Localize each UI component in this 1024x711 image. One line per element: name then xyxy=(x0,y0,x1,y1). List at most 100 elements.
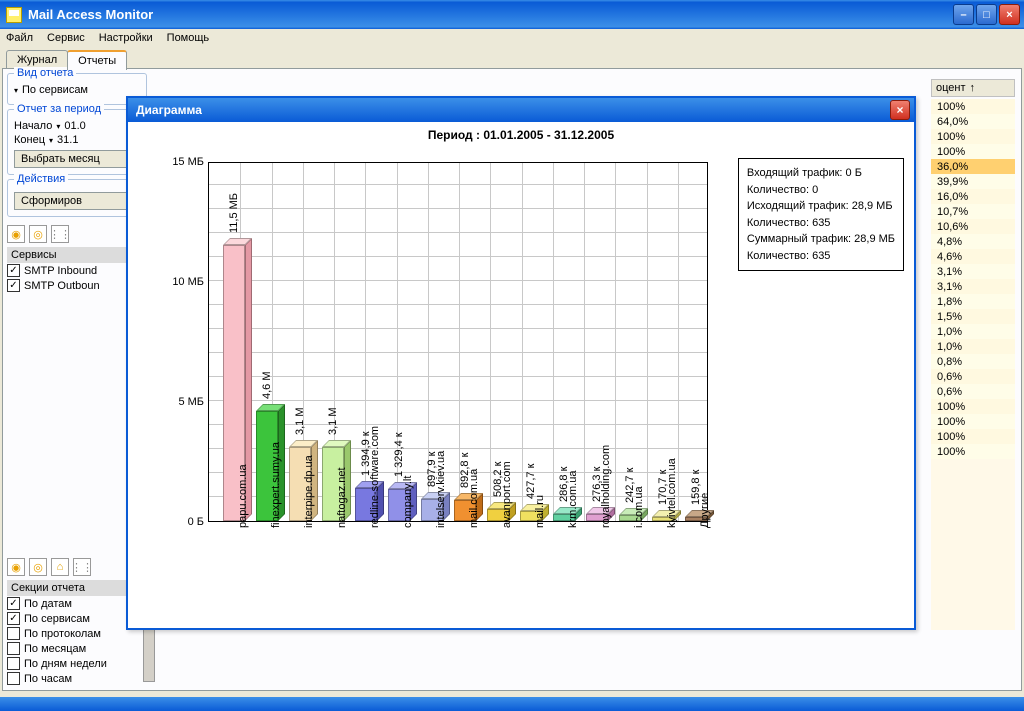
checkbox[interactable]: ✓ xyxy=(7,612,20,625)
x-tick-label: Другие xyxy=(699,493,711,528)
percent-row[interactable]: 100% xyxy=(931,99,1015,114)
x-tick-label: avanport.com xyxy=(501,461,513,528)
checkbox[interactable] xyxy=(7,627,20,640)
x-tick-label: royalholding.com xyxy=(600,445,612,528)
chart-plot: 11,5 МБ4,6 М3,1 М3,1 М1 394,9 к1 329,4 к… xyxy=(208,162,708,522)
menu-settings[interactable]: Настройки xyxy=(99,32,153,44)
y-tick-label: 10 МБ xyxy=(168,276,204,288)
section-item[interactable]: По дням недели xyxy=(24,658,107,670)
taskbar xyxy=(0,697,1024,711)
x-tick-label: i.com.ua xyxy=(633,486,645,528)
period-start-label: Начало xyxy=(14,120,52,132)
percent-row[interactable]: 1,8% xyxy=(931,294,1015,309)
percent-row[interactable]: 16,0% xyxy=(931,189,1015,204)
app-icon xyxy=(6,7,22,23)
y-tick-label: 5 МБ xyxy=(168,396,204,408)
percent-row[interactable]: 100% xyxy=(931,414,1015,429)
bar-value-label: 3,1 М xyxy=(294,407,306,435)
toolbar-icon[interactable]: ◎ xyxy=(29,225,47,243)
section-item[interactable]: По сервисам xyxy=(24,613,90,625)
service-item[interactable]: SMTP Inbound xyxy=(24,265,97,277)
legend-line: Количество: 0 xyxy=(747,182,895,199)
menu-file[interactable]: Файл xyxy=(6,32,33,44)
percent-row[interactable]: 10,7% xyxy=(931,204,1015,219)
toolbar-icon[interactable]: ⋮⋮ xyxy=(73,558,91,576)
close-button[interactable]: × xyxy=(999,4,1020,25)
menu-help[interactable]: Помощь xyxy=(167,32,210,44)
percent-row[interactable]: 100% xyxy=(931,429,1015,444)
x-tick-label: kyivtel.com.ua xyxy=(666,458,678,528)
checkbox[interactable] xyxy=(7,657,20,670)
toolbar-icon[interactable]: ◉ xyxy=(7,558,25,576)
percent-column-header[interactable]: оцент ↑ xyxy=(931,79,1015,97)
dropdown-icon[interactable]: ▾ xyxy=(56,122,60,131)
checkbox[interactable]: ✓ xyxy=(7,597,20,610)
percent-row[interactable]: 3,1% xyxy=(931,264,1015,279)
chart-legend: Входящий трафик: 0 Б Количество: 0 Исход… xyxy=(738,158,904,271)
dialog-close-button[interactable]: × xyxy=(890,100,910,120)
x-tick-label: redline-software.com xyxy=(369,426,381,528)
tab-reports[interactable]: Отчеты xyxy=(67,50,127,70)
percent-row[interactable]: 10,6% xyxy=(931,219,1015,234)
section-item[interactable]: По месяцам xyxy=(24,643,86,655)
menu-service[interactable]: Сервис xyxy=(47,32,85,44)
percent-row[interactable]: 100% xyxy=(931,129,1015,144)
percent-row[interactable]: 3,1% xyxy=(931,279,1015,294)
checkbox[interactable]: ✓ xyxy=(7,279,20,292)
x-tick-label: company.lt xyxy=(402,476,414,528)
chart-dialog: Диаграмма × Период : 01.01.2005 - 31.12.… xyxy=(126,96,916,630)
dialog-title-bar[interactable]: Диаграмма × xyxy=(128,98,914,122)
toolbar-icon[interactable]: ⋮⋮ xyxy=(51,225,69,243)
percent-row[interactable]: 100% xyxy=(931,399,1015,414)
checkbox[interactable] xyxy=(7,672,20,685)
window-title: Mail Access Monitor xyxy=(28,7,953,22)
percent-row[interactable]: 64,0% xyxy=(931,114,1015,129)
bar-value-label: 427,7 к xyxy=(525,463,537,498)
x-tick-label: mail.com.ua xyxy=(468,469,480,528)
choose-month-button[interactable]: Выбрать месяц xyxy=(14,150,140,168)
dropdown-icon[interactable]: ▾ xyxy=(14,86,18,95)
percent-row[interactable]: 4,8% xyxy=(931,234,1015,249)
section-item[interactable]: По часам xyxy=(24,673,72,685)
y-tick-label: 15 МБ xyxy=(168,156,204,168)
section-item[interactable]: По протоколам xyxy=(24,628,101,640)
bar-value-label: 11,5 МБ xyxy=(228,193,240,233)
form-button[interactable]: Сформиров xyxy=(14,192,140,210)
group-title-period: Отчет за период xyxy=(14,103,104,115)
checkbox[interactable] xyxy=(7,642,20,655)
dropdown-icon[interactable]: ▾ xyxy=(49,136,53,145)
service-item[interactable]: SMTP Outboun xyxy=(24,280,100,292)
percent-row[interactable]: 0,6% xyxy=(931,369,1015,384)
percent-row[interactable]: 1,0% xyxy=(931,324,1015,339)
minimize-button[interactable]: – xyxy=(953,4,974,25)
legend-line: Исходящий трафик: 28,9 МБ xyxy=(747,198,895,215)
sort-arrow-icon: ↑ xyxy=(970,82,976,94)
toolbar-icon[interactable]: ◉ xyxy=(7,225,25,243)
bar-value-label: 3,1 М xyxy=(327,407,339,435)
report-type-value[interactable]: По сервисам xyxy=(22,84,88,96)
percent-row[interactable]: 0,6% xyxy=(931,384,1015,399)
period-start-value[interactable]: 01.0 xyxy=(64,120,85,132)
section-item[interactable]: По датам xyxy=(24,598,72,610)
x-tick-label: finexpert.sumy.ua xyxy=(270,442,282,528)
percent-row[interactable]: 39,9% xyxy=(931,174,1015,189)
group-title-actions: Действия xyxy=(14,173,68,185)
percent-row[interactable]: 100% xyxy=(931,144,1015,159)
percent-row[interactable]: 100% xyxy=(931,444,1015,459)
home-icon[interactable]: ⌂ xyxy=(51,558,69,576)
percent-row[interactable]: 0,8% xyxy=(931,354,1015,369)
period-end-value[interactable]: 31.1 xyxy=(57,134,78,146)
period-end-label: Конец xyxy=(14,134,45,146)
checkbox[interactable]: ✓ xyxy=(7,264,20,277)
legend-line: Суммарный трафик: 28,9 МБ xyxy=(747,231,895,248)
x-tick-label: papu.com.ua xyxy=(237,464,249,528)
x-tick-label: interpipe.dp.ua xyxy=(303,455,315,528)
percent-row[interactable]: 1,5% xyxy=(931,309,1015,324)
legend-line: Количество: 635 xyxy=(747,215,895,232)
percent-row[interactable]: 36,0% xyxy=(931,159,1015,174)
percent-row[interactable]: 1,0% xyxy=(931,339,1015,354)
toolbar-icon[interactable]: ◎ xyxy=(29,558,47,576)
percent-row[interactable]: 4,6% xyxy=(931,249,1015,264)
percent-column: 100%64,0%100%100%36,0%39,9%16,0%10,7%10,… xyxy=(931,99,1015,630)
maximize-button[interactable]: □ xyxy=(976,4,997,25)
